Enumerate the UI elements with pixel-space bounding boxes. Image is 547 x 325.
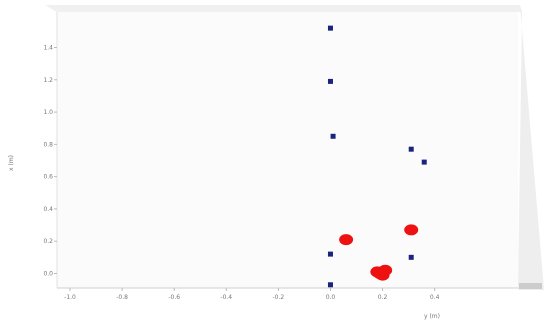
chart-side-panel	[518, 5, 544, 290]
chart-top-panel	[45, 5, 522, 12]
x-tick-label: 0.0	[326, 294, 336, 301]
y-tick-label: 0.6	[43, 174, 53, 181]
y-tick-label: 0.0	[43, 270, 53, 277]
y-axis-label: x (m)	[8, 155, 15, 171]
x-axis-ticks: -1.0 -0.8 -0.6 -0.4 -0.2 0.0 0.2 0.4	[64, 288, 440, 301]
y-tick-label: 0.8	[43, 141, 53, 148]
square-marker	[330, 133, 336, 139]
x-tick-label: -0.2	[273, 294, 285, 301]
x-tick-label: -1.0	[64, 294, 76, 301]
x-axis-label: y (m)	[424, 313, 440, 320]
data-points	[327, 25, 427, 288]
square-marker	[408, 146, 414, 152]
square-marker	[327, 25, 333, 31]
x-tick-label: -0.8	[116, 294, 128, 301]
square-marker	[421, 159, 427, 165]
square-marker	[408, 254, 414, 260]
y-axis-ticks: 0.0 0.2 0.4 0.6 0.8 1.0 1.2 1.4	[43, 45, 57, 277]
chart-corner-block	[519, 283, 542, 289]
y-tick-label: 1.0	[43, 109, 53, 116]
circle-marker	[378, 264, 393, 276]
x-tick-label: 0.4	[430, 294, 440, 301]
square-marker	[327, 251, 333, 257]
y-tick-label: 1.2	[43, 77, 53, 84]
x-tick-label: -0.4	[220, 294, 232, 301]
y-tick-label: 0.2	[43, 238, 53, 245]
circle-marker	[404, 224, 419, 236]
x-tick-label: -0.6	[168, 294, 180, 301]
y-tick-label: 0.4	[43, 206, 53, 213]
square-marker	[327, 282, 333, 288]
circle-marker	[339, 234, 354, 246]
square-marker	[327, 78, 333, 84]
x-tick-label: 0.2	[378, 294, 388, 301]
plot-area	[57, 12, 518, 288]
y-tick-label: 1.4	[43, 45, 53, 52]
